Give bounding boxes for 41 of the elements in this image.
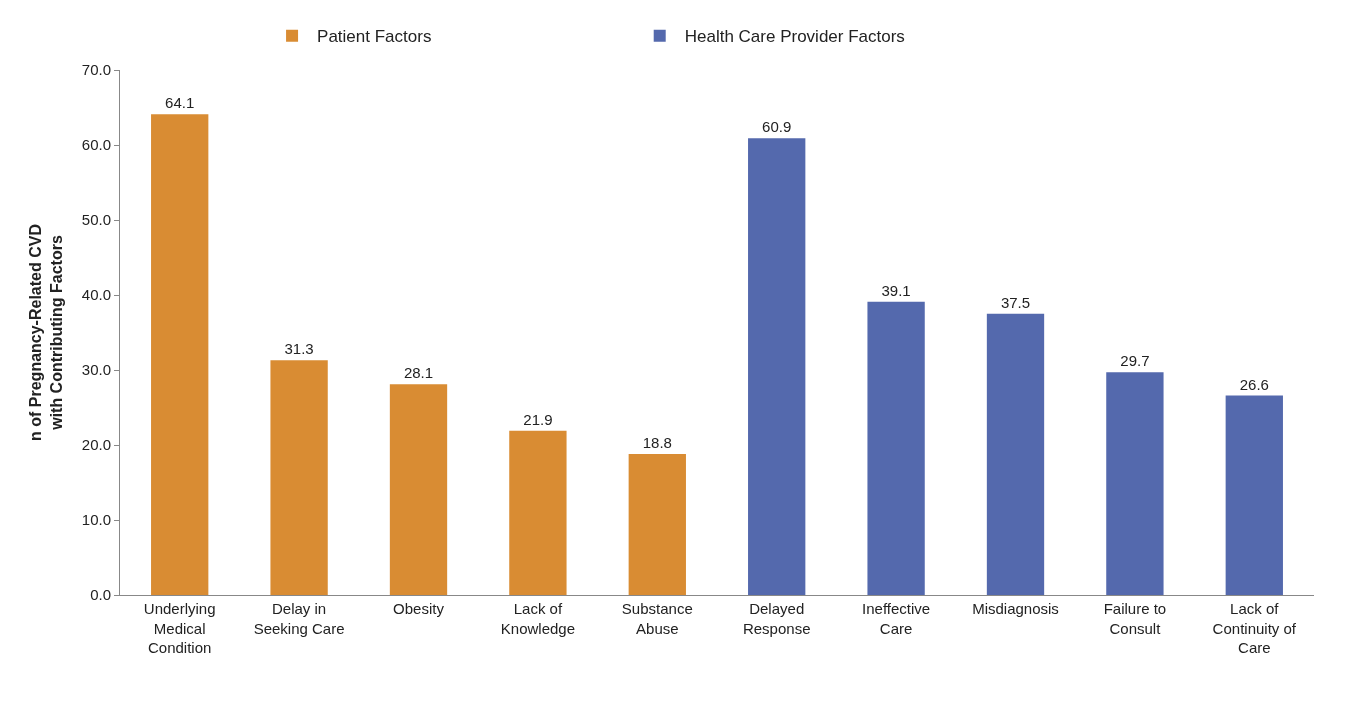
x-tick-label: Failure to Consult (1103, 600, 1167, 637)
x-tick-label: Obesity (393, 600, 445, 617)
x-tick-label: Underlying Medical Condition (143, 600, 216, 656)
data-label: 39.1 (881, 281, 911, 299)
x-tick-label: Lack of Continuity of Care (1212, 600, 1297, 656)
y-axis-title: n of Pregnancy-Related CVD with Contributing Factors (26, 224, 65, 441)
y-tick-label: 50.0 (81, 211, 111, 229)
x-tick-label: Delay in Seeking Care (253, 600, 345, 637)
y-tick-label: 60.0 (81, 136, 111, 154)
x-tick-label: Ineffective Care (862, 600, 931, 637)
data-label: 37.5 (1000, 293, 1031, 311)
legend-label: Health Care Provider Factors (684, 27, 905, 47)
data-label: 60.9 (762, 118, 792, 136)
y-tick-label: 10.0 (81, 511, 111, 529)
bar (151, 114, 209, 595)
data-label: 18.8 (642, 434, 672, 451)
data-label: 21.9 (523, 410, 553, 428)
y-tick-label: 20.0 (81, 436, 111, 454)
x-tick-label: Lack of Knowledge (500, 600, 576, 637)
data-label: 28.1 (403, 364, 434, 382)
bar (270, 360, 328, 595)
x-tick-label: Misdiagnosis (972, 600, 1059, 617)
data-label: 29.7 (1120, 352, 1150, 370)
legend-label: Patient Factors (317, 27, 432, 47)
bar (509, 430, 567, 595)
bar (1106, 372, 1164, 595)
data-label: 64.1 (165, 94, 195, 112)
data-label: 26.6 (1239, 375, 1269, 393)
x-tick-label: Delayed Response (742, 600, 811, 637)
bar (986, 313, 1045, 595)
y-tick-label: 40.0 (81, 286, 111, 304)
bar (628, 454, 686, 595)
bar (748, 138, 806, 595)
x-tick-label: Substance Abuse (621, 600, 693, 637)
y-tick-label: 0.0 (90, 586, 111, 604)
bar (1225, 395, 1283, 595)
y-tick-label: 30.0 (81, 361, 111, 379)
bar (389, 384, 448, 595)
bar (867, 301, 925, 595)
y-tick-label: 70.0 (81, 61, 111, 79)
data-label: 31.3 (284, 340, 314, 358)
